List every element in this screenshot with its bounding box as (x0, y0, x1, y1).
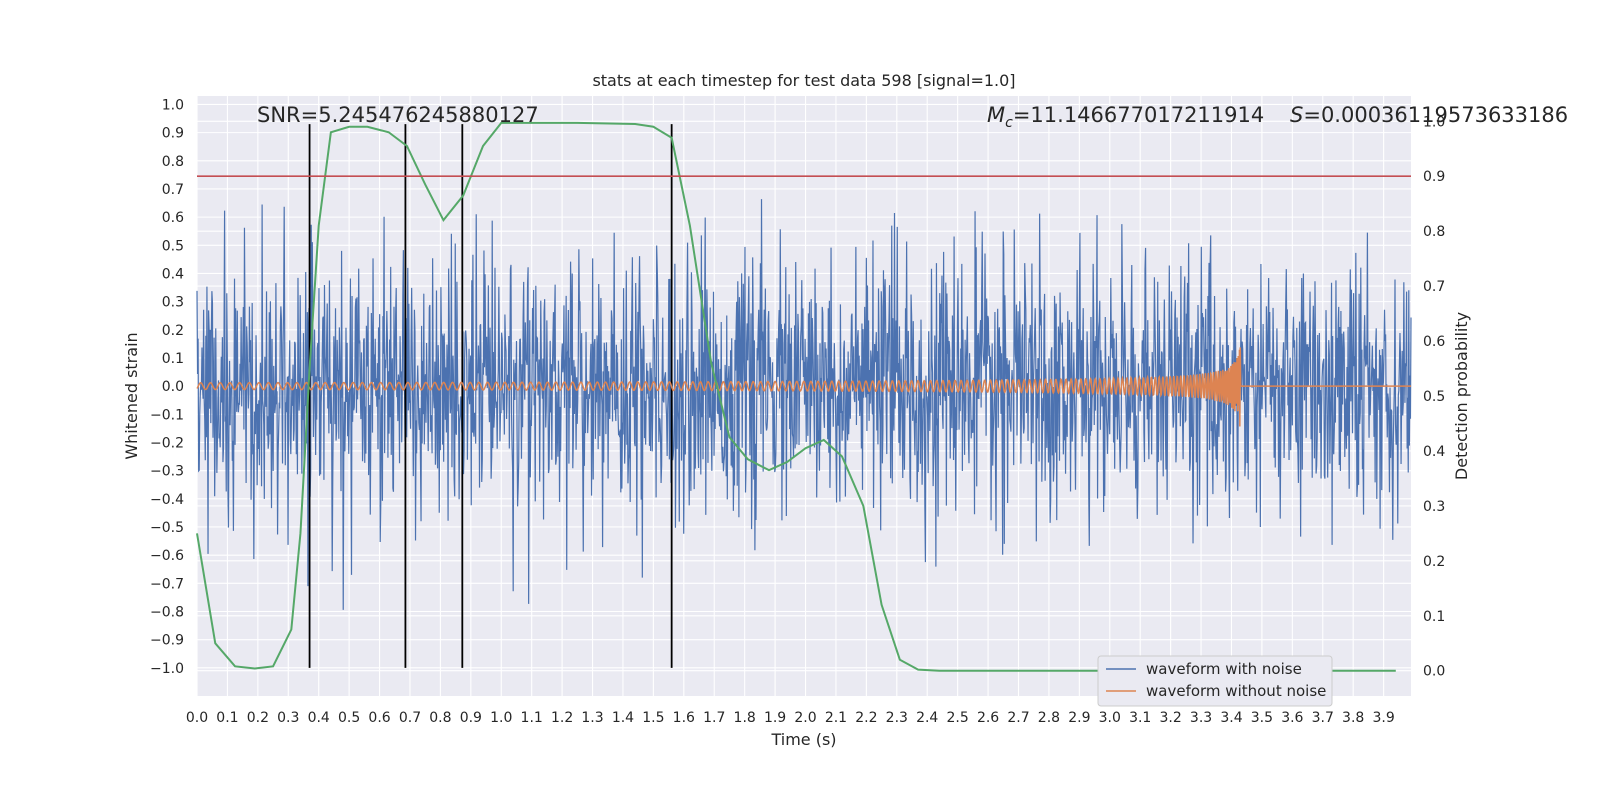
x-tick-label: 0.9 (460, 710, 482, 726)
y-tick-label: 0.0 (162, 379, 184, 395)
y-tick-label: 0.8 (162, 154, 184, 170)
x-tick-label: 2.6 (977, 710, 999, 726)
mc-subscript: c (1005, 115, 1013, 131)
x-tick-label: 1.3 (581, 710, 603, 726)
s-symbol: S (1290, 103, 1303, 127)
x-tick-label: 2.0 (794, 710, 816, 726)
x-tick-label: 1.5 (642, 710, 664, 726)
y-tick-label: −0.7 (150, 576, 184, 592)
y2-tick-label: 0.7 (1423, 279, 1445, 295)
y-tick-label: 0.3 (162, 295, 184, 311)
y-tick-label: 0.1 (162, 351, 184, 367)
x-tick-label: 1.4 (612, 710, 634, 726)
y-axis-label: Whitened strain (122, 332, 141, 459)
y-tick-label: −0.8 (150, 604, 184, 620)
chart-title: stats at each timestep for test data 598… (592, 71, 1015, 90)
y2-tick-label: 0.6 (1423, 334, 1445, 350)
x-tick-label: 3.5 (1251, 710, 1273, 726)
x-tick-label: 1.8 (734, 710, 756, 726)
x-tick-label: 3.1 (1129, 710, 1151, 726)
s-annotation: S=0.00036119573633186 (1290, 103, 1568, 127)
vertical-markers (308, 124, 673, 668)
legend-box (1097, 655, 1333, 707)
y2-axis-label: Detection probability (1452, 312, 1471, 480)
y-tick-label: −0.5 (150, 520, 184, 536)
y2-tick-label: 0.1 (1423, 609, 1445, 625)
y-tick-label: 0.9 (162, 126, 184, 142)
x-tick-label: 0.2 (247, 710, 269, 726)
series-detection-probability (196, 121, 1396, 672)
x-tick-label: 0.4 (308, 710, 330, 726)
legend-label-clean: waveform without noise (1146, 682, 1326, 700)
noise-line (196, 199, 1412, 610)
y-tick-label: −0.3 (150, 464, 184, 480)
x-tick-label: 1.9 (764, 710, 786, 726)
x-tick-label: 1.7 (703, 710, 725, 726)
x-tick-label: 0.6 (368, 710, 390, 726)
x-tick-label: 3.7 (1312, 710, 1334, 726)
x-tick-label: 1.6 (673, 710, 695, 726)
y-tick-label: −1.0 (150, 661, 184, 677)
x-tick-label: 3.9 (1372, 710, 1394, 726)
x-tick-label: 1.0 (490, 710, 512, 726)
series-waveform-with-noise (196, 199, 1412, 610)
y-tick-label: 1.0 (162, 97, 184, 113)
x-tick-label: 3.6 (1281, 710, 1303, 726)
y2-tick-label: 0.5 (1423, 389, 1445, 405)
x-tick-label: 0.7 (399, 710, 421, 726)
x-tick-label: 3.3 (1190, 710, 1212, 726)
x-tick-label: 0.8 (429, 710, 451, 726)
y-tick-label: −0.9 (150, 633, 184, 649)
x-tick-label: 2.2 (855, 710, 877, 726)
mc-symbol: M (987, 103, 1005, 127)
x-tick-label: 3.8 (1342, 710, 1364, 726)
x-tick-label: 3.4 (1220, 710, 1242, 726)
x-tick-label: 0.0 (186, 710, 208, 726)
x-tick-label: 2.4 (916, 710, 938, 726)
y2-tick-label: 0.8 (1423, 224, 1445, 240)
chirp-line (196, 347, 1411, 427)
y-tick-label: −0.6 (150, 548, 184, 564)
x-tick-label: 3.2 (1160, 710, 1182, 726)
y2-tick-label: 0.0 (1423, 664, 1445, 680)
y-tick-label: 0.6 (162, 210, 184, 226)
y2-tick-label: 0.2 (1423, 554, 1445, 570)
probability-line (196, 121, 1396, 672)
legend-label-noise: waveform with noise (1146, 660, 1302, 678)
x-tick-label: 2.9 (1068, 710, 1090, 726)
y-tick-label: −0.4 (150, 492, 184, 508)
y-tick-label: −0.1 (150, 407, 184, 423)
y-tick-label: 0.4 (162, 266, 184, 282)
x-tick-label: 2.3 (886, 710, 908, 726)
snr-annotation: SNR=5.245476245880127 (257, 103, 539, 127)
y-tick-label: 0.7 (162, 182, 184, 198)
x-tick-label: 0.1 (216, 710, 238, 726)
x-axis-ticks: 0.0 0.1 0.2 0.3 0.4 0.5 0.6 0.7 0.8 0.9 1.0 1.1 1.2 1… (186, 710, 1395, 726)
y-axis-ticks: 1.0 0.9 0.8 0.7 0.6 0.5 0.4 0.3 0.2 0.1 0.0 −0.1 −0.… (150, 97, 184, 676)
y2-tick-label: 1.0 (1423, 114, 1445, 130)
y2-tick-label: 0.4 (1423, 444, 1445, 460)
y2-axis-ticks: 1.0 0.9 0.8 0.7 0.6 0.5 0.4 0.3 0.2 0.1 0.0 (1423, 114, 1445, 679)
y2-tick-label: 0.3 (1423, 499, 1445, 515)
legend: waveform with noise waveform without noi… (1097, 655, 1333, 707)
y-tick-label: 0.2 (162, 323, 184, 339)
x-tick-label: 2.1 (825, 710, 847, 726)
y2-tick-label: 0.9 (1423, 169, 1445, 185)
x-tick-label: 2.8 (1038, 710, 1060, 726)
x-tick-label: 2.7 (1007, 710, 1029, 726)
x-tick-label: 2.5 (947, 710, 969, 726)
x-tick-label: 0.5 (338, 710, 360, 726)
x-axis-label: Time (s) (770, 730, 836, 749)
mc-value: =11.146677017211914 (1013, 103, 1264, 127)
x-tick-label: 0.3 (277, 710, 299, 726)
x-tick-label: 1.2 (551, 710, 573, 726)
y-tick-label: −0.2 (150, 435, 184, 451)
s-value: =0.00036119573633186 (1303, 103, 1568, 127)
y-tick-label: 0.5 (162, 238, 184, 254)
x-tick-label: 3.0 (1099, 710, 1121, 726)
series-waveform-without-noise (196, 347, 1411, 427)
mc-annotation: Mc=11.146677017211914 (987, 103, 1264, 131)
x-tick-label: 1.1 (521, 710, 543, 726)
